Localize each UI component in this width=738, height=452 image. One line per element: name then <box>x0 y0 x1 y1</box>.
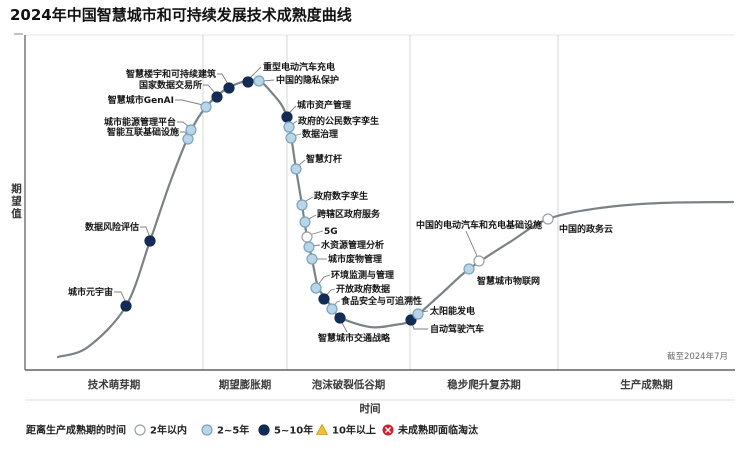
data-point-label-重型电动汽车充电: 重型电动汽车充电 <box>263 61 335 73</box>
data-point-dot-中国的隐私保护 <box>253 75 265 87</box>
y-axis-label: 期望值 <box>10 183 22 221</box>
data-point-label-开放政府数据: 开放政府数据 <box>336 283 390 295</box>
data-point-dot-城市能源管理平台 <box>185 124 197 136</box>
leader-line-环境监测与管理 <box>316 274 331 287</box>
data-point-dot-5G <box>301 231 313 243</box>
x-axis-label: 时间 <box>360 402 381 415</box>
leader-line-城市资产管理 <box>288 105 297 114</box>
data-point-dot-重型电动汽车充电 <box>242 76 254 88</box>
leader-line-智慧城市GenAI <box>175 99 204 106</box>
data-point-label-跨辖区政府服务: 跨辖区政府服务 <box>317 208 381 220</box>
data-point-dot-智慧灯杆 <box>290 163 302 175</box>
data-point-label-智慧楼宇和可持续建筑: 智慧楼宇和可持续建筑 <box>126 68 216 80</box>
data-point-dot-数据风险评估 <box>144 235 156 247</box>
data-point-dot-智慧楼宇和可持续建筑 <box>223 82 235 94</box>
data-point-label-智慧城市物联网: 智慧城市物联网 <box>477 275 540 287</box>
data-point-dot-中国的政务云 <box>542 213 554 225</box>
data-point-label-智慧城市交通战略: 智慧城市交通战略 <box>318 332 391 344</box>
data-point-label-5G: 5G <box>324 227 338 237</box>
legend-item-label-未成熟即面临淘汰: 未成熟即面临淘汰 <box>397 424 479 437</box>
data-point-dot-数据治理 <box>285 132 297 144</box>
chart-title: 2024年中国智慧城市和可持续发展技术成熟度曲线 <box>10 6 352 24</box>
data-point-dot-城市资产管理 <box>281 111 293 123</box>
data-point-dot-太阳能发电 <box>412 308 424 320</box>
data-point-label-自动驾驶汽车: 自动驾驶汽车 <box>430 323 484 335</box>
phase-label-期望膨胀期: 期望膨胀期 <box>219 378 272 391</box>
data-point-dot-城市废物管理 <box>306 253 318 265</box>
data-point-label-中国的隐私保护: 中国的隐私保护 <box>276 74 339 86</box>
legend-marker-circle-icon <box>201 424 213 436</box>
legend-marker-triangle-icon <box>315 423 329 435</box>
legend-item-label-2~5年: 2~5年 <box>217 424 249 437</box>
legend-title: 距离生产成熟期的时间 <box>26 424 126 437</box>
data-point-label-水资源管理分析: 水资源管理分析 <box>321 239 384 251</box>
data-point-label-数据治理: 数据治理 <box>302 128 338 140</box>
legend-marker-circle-icon <box>258 424 270 436</box>
legend-item-label-5~10年: 5~10年 <box>274 424 313 437</box>
data-point-dot-开放政府数据 <box>318 293 330 305</box>
data-point-dot-智慧城市交通战略 <box>334 312 346 324</box>
data-point-dot-环境监测与管理 <box>310 282 322 294</box>
data-point-label-环境监测与管理: 环境监测与管理 <box>331 269 394 281</box>
data-point-label-国家数据交易所: 国家数据交易所 <box>139 79 202 91</box>
phase-label-稳步爬升复苏期: 稳步爬升复苏期 <box>447 378 521 391</box>
data-point-label-城市废物管理: 城市废物管理 <box>328 253 382 265</box>
legend-marker-circle-icon <box>134 424 146 436</box>
legend-cross-stroke <box>384 426 392 434</box>
data-point-dot-国家数据交易所 <box>211 91 223 103</box>
data-point-dot-食品安全与可追溯性 <box>326 303 338 315</box>
data-point-label-太阳能发电: 太阳能发电 <box>429 305 475 317</box>
data-point-label-政府数字孪生: 政府数字孪生 <box>314 190 368 202</box>
data-point-label-城市元宇宙: 城市元宇宙 <box>68 286 113 298</box>
leader-line-中国的电动汽车和充电基础设施 <box>465 230 478 257</box>
leader-line-中国的隐私保护 <box>262 79 275 82</box>
legend-item-label-10年以上: 10年以上 <box>332 424 376 437</box>
data-point-dot-政府数字孪生 <box>296 199 308 211</box>
data-point-label-城市能源管理平台: 城市能源管理平台 <box>104 116 176 128</box>
leader-line-数据风险评估 <box>140 226 151 239</box>
phase-label-技术萌芽期: 技术萌芽期 <box>88 378 141 391</box>
data-point-label-智能互联基础设施: 智能互联基础设施 <box>107 126 179 138</box>
data-point-label-智慧城市GenAI: 智慧城市GenAI <box>108 94 174 106</box>
data-point-label-城市资产管理: 城市资产管理 <box>297 99 351 111</box>
data-point-dot-自动驾驶汽车 <box>405 314 417 326</box>
data-point-label-数据风险评估: 数据风险评估 <box>85 221 139 233</box>
data-point-label-中国的电动汽车和充电基础设施: 中国的电动汽车和充电基础设施 <box>416 219 542 231</box>
data-point-dot-智慧城市物联网 <box>463 263 475 275</box>
data-point-dot-智慧城市GenAI <box>200 101 212 113</box>
data-point-dot-水资源管理分析 <box>303 241 315 253</box>
data-point-label-食品安全与可追溯性: 食品安全与可追溯性 <box>340 295 422 307</box>
phase-label-泡沫破裂低谷期: 泡沫破裂低谷期 <box>312 378 386 391</box>
data-point-label-智慧灯杆: 智慧灯杆 <box>306 153 342 165</box>
leader-line-智慧楼宇和可持续建筑 <box>217 73 229 85</box>
data-point-label-政府的公民数字孪生: 政府的公民数字孪生 <box>298 115 379 127</box>
as-of-date-note: 截至2024年7月 <box>667 351 728 362</box>
leader-line-城市元宇宙 <box>114 291 127 304</box>
data-point-dot-政府的公民数字孪生 <box>283 121 295 133</box>
data-point-dot-跨辖区政府服务 <box>299 216 311 228</box>
leader-line-重型电动汽车充电 <box>248 66 262 80</box>
legend-item-label-2年以内: 2年以内 <box>150 424 187 437</box>
data-point-dot-城市元宇宙 <box>120 300 132 312</box>
phase-label-生产成熟期: 生产成熟期 <box>620 378 673 391</box>
data-point-dot-中国的电动汽车和充电基础设施 <box>473 255 485 267</box>
data-point-label-中国的政务云: 中国的政务云 <box>559 223 613 235</box>
leader-line-国家数据交易所 <box>203 84 216 94</box>
